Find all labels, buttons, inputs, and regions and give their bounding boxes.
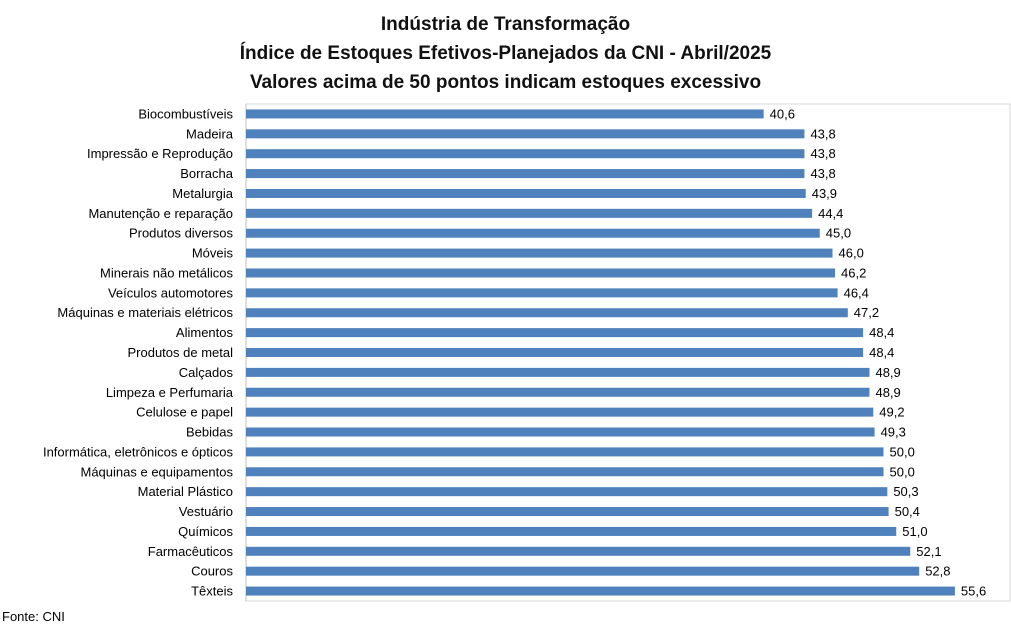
bar <box>246 188 806 198</box>
category-label: Limpeza e Perfumaria <box>106 385 234 400</box>
bar <box>246 467 884 477</box>
bar <box>246 526 897 536</box>
category-label: Produtos de metal <box>127 345 233 360</box>
data-label: 48,4 <box>869 345 894 360</box>
data-label: 43,8 <box>810 126 835 141</box>
data-label: 44,4 <box>818 206 843 221</box>
category-label: Metalurgia <box>172 186 233 201</box>
category-label: Têxteis <box>191 584 233 599</box>
bar <box>246 169 805 179</box>
data-label: 48,9 <box>875 385 900 400</box>
data-label: 46,2 <box>841 265 866 280</box>
category-label: Minerais não metálicos <box>100 265 233 280</box>
bar <box>246 447 884 457</box>
chart-title-line-2: Índice de Estoques Efetivos-Planejados d… <box>239 43 772 64</box>
bar <box>246 427 875 437</box>
category-label: Material Plástico <box>138 484 233 499</box>
category-label: Alimentos <box>176 325 234 340</box>
data-label: 50,0 <box>890 444 915 459</box>
bar <box>246 129 805 139</box>
category-label: Manutenção e reparação <box>88 206 233 221</box>
bar <box>246 248 833 258</box>
category-label: Vestuário <box>179 504 233 519</box>
category-label: Informática, eletrônicos e ópticos <box>43 444 234 459</box>
bar <box>246 387 870 397</box>
category-label: Produtos diversos <box>129 226 234 241</box>
category-label: Móveis <box>192 246 234 261</box>
source-note: Fonte: CNI <box>2 609 65 624</box>
data-label: 48,4 <box>869 325 894 340</box>
bar <box>246 268 836 278</box>
data-label: 50,3 <box>893 484 918 499</box>
bar <box>246 308 848 318</box>
data-label: 50,4 <box>895 504 920 519</box>
data-label: 51,0 <box>902 524 927 539</box>
bar <box>246 407 874 417</box>
data-label: 43,9 <box>812 186 837 201</box>
category-label: Impressão e Reprodução <box>87 146 233 161</box>
bar <box>246 208 813 218</box>
bar <box>246 507 889 517</box>
data-label: 43,8 <box>810 166 835 181</box>
category-label: Máquinas e materiais elétricos <box>57 305 233 320</box>
category-label: Celulose e papel <box>136 405 233 420</box>
data-label: 49,3 <box>881 425 906 440</box>
data-label: 55,6 <box>961 584 986 599</box>
chart-title-line-1: Indústria de Transformação <box>380 14 631 35</box>
bar <box>246 109 764 119</box>
bar <box>246 487 888 497</box>
bar <box>246 328 864 338</box>
category-label: Máquinas e equipamentos <box>81 464 234 479</box>
data-label: 48,9 <box>875 365 900 380</box>
category-label: Calçados <box>179 365 234 380</box>
category-label: Borracha <box>180 166 234 181</box>
bar <box>246 288 838 298</box>
data-label: 47,2 <box>854 305 879 320</box>
bar <box>246 228 820 238</box>
data-label: 52,1 <box>916 544 941 559</box>
data-label: 50,0 <box>890 464 915 479</box>
category-label: Farmacêuticos <box>148 544 234 559</box>
category-label: Couros <box>191 564 233 579</box>
category-label: Biocombustíveis <box>138 106 233 121</box>
bar <box>246 149 805 159</box>
chart-title: Indústria de Transformação Índice de Est… <box>0 10 1011 97</box>
data-label: 46,0 <box>839 246 864 261</box>
data-label: 43,8 <box>810 146 835 161</box>
bar <box>246 566 920 576</box>
data-label: 52,8 <box>925 564 950 579</box>
data-label: 46,4 <box>844 285 869 300</box>
category-label: Madeira <box>186 126 234 141</box>
bar <box>246 348 864 357</box>
data-label: 45,0 <box>826 226 851 241</box>
category-label: Químicos <box>178 524 233 539</box>
data-label: 49,2 <box>879 405 904 420</box>
bar <box>246 586 955 596</box>
bar <box>246 546 911 556</box>
bar <box>246 367 870 377</box>
chart-title-line-3: Valores acima de 50 pontos indicam estoq… <box>249 72 762 93</box>
category-label: Bebidas <box>186 425 233 440</box>
category-label: Veículos automotores <box>108 285 234 300</box>
data-label: 40,6 <box>770 106 795 121</box>
